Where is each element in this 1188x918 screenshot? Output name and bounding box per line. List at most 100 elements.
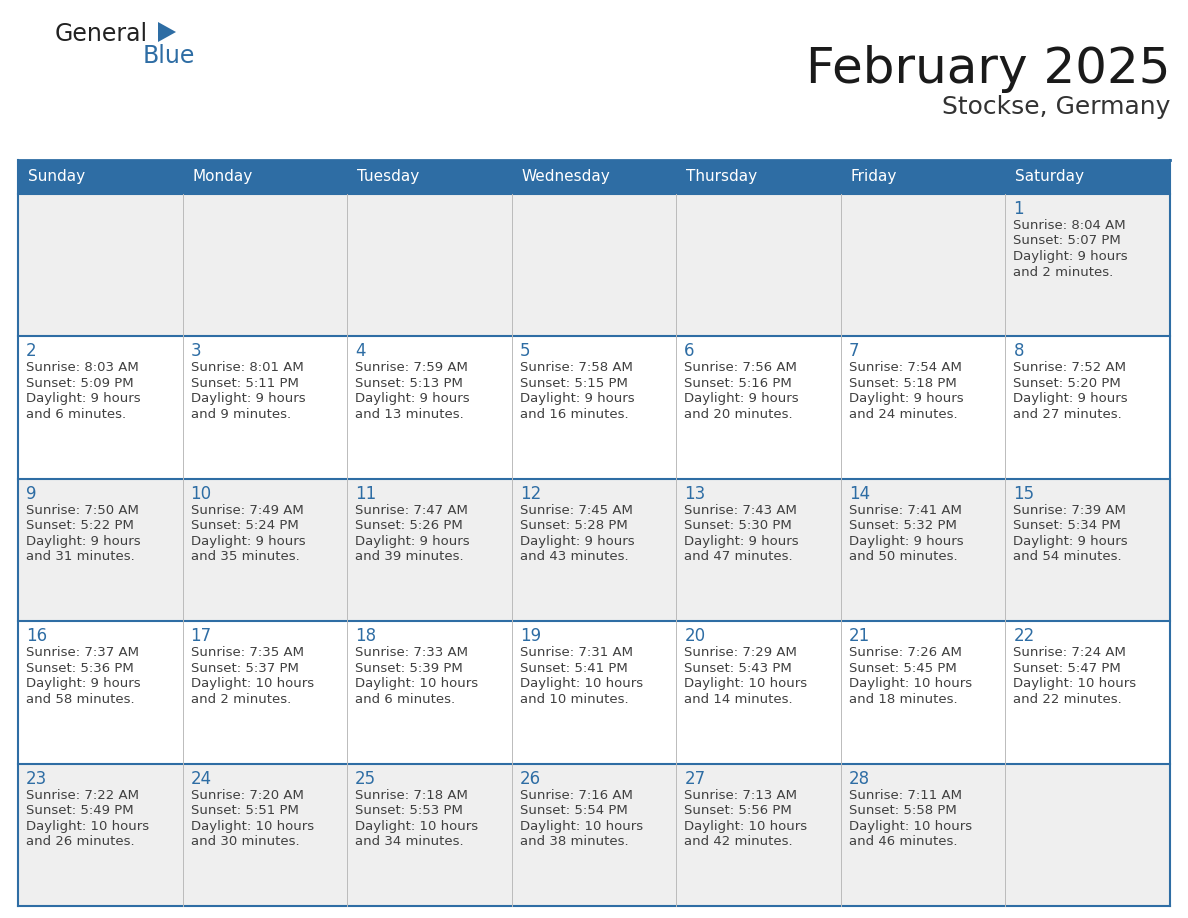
Text: Daylight: 9 hours: Daylight: 9 hours <box>26 677 140 690</box>
Text: Sunrise: 7:18 AM: Sunrise: 7:18 AM <box>355 789 468 801</box>
Text: Sunset: 5:51 PM: Sunset: 5:51 PM <box>190 804 298 817</box>
Text: Sunrise: 7:59 AM: Sunrise: 7:59 AM <box>355 362 468 375</box>
Text: Sunrise: 7:58 AM: Sunrise: 7:58 AM <box>519 362 632 375</box>
Text: 8: 8 <box>1013 342 1024 361</box>
Text: Sunrise: 7:20 AM: Sunrise: 7:20 AM <box>190 789 303 801</box>
Text: General: General <box>55 22 148 46</box>
Text: and 2 minutes.: and 2 minutes. <box>1013 265 1113 278</box>
Text: 21: 21 <box>849 627 870 645</box>
Bar <box>18 194 1170 336</box>
Text: 22: 22 <box>1013 627 1035 645</box>
Text: Sunset: 5:28 PM: Sunset: 5:28 PM <box>519 520 627 532</box>
Text: 5: 5 <box>519 342 530 361</box>
Text: Sunset: 5:16 PM: Sunset: 5:16 PM <box>684 377 792 390</box>
Text: Daylight: 9 hours: Daylight: 9 hours <box>190 535 305 548</box>
Text: Sunrise: 7:50 AM: Sunrise: 7:50 AM <box>26 504 139 517</box>
Text: and 50 minutes.: and 50 minutes. <box>849 550 958 564</box>
Bar <box>18 479 1170 621</box>
Text: Sunrise: 7:13 AM: Sunrise: 7:13 AM <box>684 789 797 801</box>
Text: Sunset: 5:18 PM: Sunset: 5:18 PM <box>849 377 956 390</box>
Text: Daylight: 9 hours: Daylight: 9 hours <box>1013 250 1129 263</box>
Text: Sunrise: 8:04 AM: Sunrise: 8:04 AM <box>1013 219 1126 232</box>
Text: Daylight: 10 hours: Daylight: 10 hours <box>684 820 808 833</box>
Text: Daylight: 9 hours: Daylight: 9 hours <box>26 535 140 548</box>
Text: and 39 minutes.: and 39 minutes. <box>355 550 463 564</box>
Text: 25: 25 <box>355 769 377 788</box>
Bar <box>18 764 1170 906</box>
Text: and 13 minutes.: and 13 minutes. <box>355 408 463 420</box>
Text: 14: 14 <box>849 485 870 503</box>
Text: and 18 minutes.: and 18 minutes. <box>849 693 958 706</box>
Text: Sunset: 5:56 PM: Sunset: 5:56 PM <box>684 804 792 817</box>
Text: Sunset: 5:41 PM: Sunset: 5:41 PM <box>519 662 627 675</box>
Text: Daylight: 10 hours: Daylight: 10 hours <box>519 677 643 690</box>
Text: and 2 minutes.: and 2 minutes. <box>190 693 291 706</box>
Text: 26: 26 <box>519 769 541 788</box>
Text: Sunset: 5:32 PM: Sunset: 5:32 PM <box>849 520 956 532</box>
Text: and 9 minutes.: and 9 minutes. <box>190 408 291 420</box>
Text: and 27 minutes.: and 27 minutes. <box>1013 408 1123 420</box>
Text: Sunset: 5:20 PM: Sunset: 5:20 PM <box>1013 377 1121 390</box>
Text: Sunset: 5:13 PM: Sunset: 5:13 PM <box>355 377 463 390</box>
Text: and 58 minutes.: and 58 minutes. <box>26 693 134 706</box>
Text: Daylight: 9 hours: Daylight: 9 hours <box>684 535 798 548</box>
Text: Sunday: Sunday <box>29 170 86 185</box>
Text: Sunset: 5:07 PM: Sunset: 5:07 PM <box>1013 234 1121 248</box>
Text: and 24 minutes.: and 24 minutes. <box>849 408 958 420</box>
Text: Sunrise: 7:54 AM: Sunrise: 7:54 AM <box>849 362 962 375</box>
Text: Sunset: 5:36 PM: Sunset: 5:36 PM <box>26 662 134 675</box>
Text: and 46 minutes.: and 46 minutes. <box>849 835 958 848</box>
Text: Daylight: 9 hours: Daylight: 9 hours <box>519 535 634 548</box>
Text: Saturday: Saturday <box>1016 170 1085 185</box>
Text: February 2025: February 2025 <box>805 45 1170 93</box>
Text: Sunrise: 7:37 AM: Sunrise: 7:37 AM <box>26 646 139 659</box>
Text: and 30 minutes.: and 30 minutes. <box>190 835 299 848</box>
Text: Sunset: 5:15 PM: Sunset: 5:15 PM <box>519 377 627 390</box>
Text: Sunset: 5:43 PM: Sunset: 5:43 PM <box>684 662 792 675</box>
Text: 28: 28 <box>849 769 870 788</box>
Text: Sunrise: 7:52 AM: Sunrise: 7:52 AM <box>1013 362 1126 375</box>
Text: Daylight: 10 hours: Daylight: 10 hours <box>849 820 972 833</box>
Text: and 31 minutes.: and 31 minutes. <box>26 550 134 564</box>
Text: 12: 12 <box>519 485 541 503</box>
Text: Sunrise: 7:35 AM: Sunrise: 7:35 AM <box>190 646 304 659</box>
Text: Sunrise: 8:03 AM: Sunrise: 8:03 AM <box>26 362 139 375</box>
Text: Monday: Monday <box>192 170 253 185</box>
Text: and 20 minutes.: and 20 minutes. <box>684 408 792 420</box>
Text: Thursday: Thursday <box>687 170 758 185</box>
Text: and 26 minutes.: and 26 minutes. <box>26 835 134 848</box>
Text: Sunrise: 7:33 AM: Sunrise: 7:33 AM <box>355 646 468 659</box>
Text: 24: 24 <box>190 769 211 788</box>
Text: 18: 18 <box>355 627 377 645</box>
Text: 11: 11 <box>355 485 377 503</box>
Text: Blue: Blue <box>143 44 195 68</box>
Text: Daylight: 10 hours: Daylight: 10 hours <box>355 820 479 833</box>
Text: Sunrise: 7:41 AM: Sunrise: 7:41 AM <box>849 504 962 517</box>
Text: Sunrise: 7:29 AM: Sunrise: 7:29 AM <box>684 646 797 659</box>
Text: and 38 minutes.: and 38 minutes. <box>519 835 628 848</box>
Text: 3: 3 <box>190 342 201 361</box>
Text: Daylight: 10 hours: Daylight: 10 hours <box>1013 677 1137 690</box>
Text: Daylight: 10 hours: Daylight: 10 hours <box>190 820 314 833</box>
Text: 10: 10 <box>190 485 211 503</box>
Text: Daylight: 9 hours: Daylight: 9 hours <box>519 392 634 406</box>
Text: Daylight: 9 hours: Daylight: 9 hours <box>355 392 469 406</box>
Text: Daylight: 9 hours: Daylight: 9 hours <box>849 535 963 548</box>
Text: 6: 6 <box>684 342 695 361</box>
Text: Sunset: 5:58 PM: Sunset: 5:58 PM <box>849 804 956 817</box>
Text: Daylight: 9 hours: Daylight: 9 hours <box>1013 535 1129 548</box>
Text: 23: 23 <box>26 769 48 788</box>
Bar <box>18 160 1170 194</box>
Text: Sunset: 5:39 PM: Sunset: 5:39 PM <box>355 662 463 675</box>
Text: and 16 minutes.: and 16 minutes. <box>519 408 628 420</box>
Text: 20: 20 <box>684 627 706 645</box>
Text: Sunset: 5:22 PM: Sunset: 5:22 PM <box>26 520 134 532</box>
Text: Stockse, Germany: Stockse, Germany <box>942 95 1170 119</box>
Text: and 14 minutes.: and 14 minutes. <box>684 693 792 706</box>
Text: and 35 minutes.: and 35 minutes. <box>190 550 299 564</box>
Text: and 42 minutes.: and 42 minutes. <box>684 835 792 848</box>
Text: 2: 2 <box>26 342 37 361</box>
Text: 13: 13 <box>684 485 706 503</box>
Bar <box>18 336 1170 479</box>
Text: and 22 minutes.: and 22 minutes. <box>1013 693 1123 706</box>
